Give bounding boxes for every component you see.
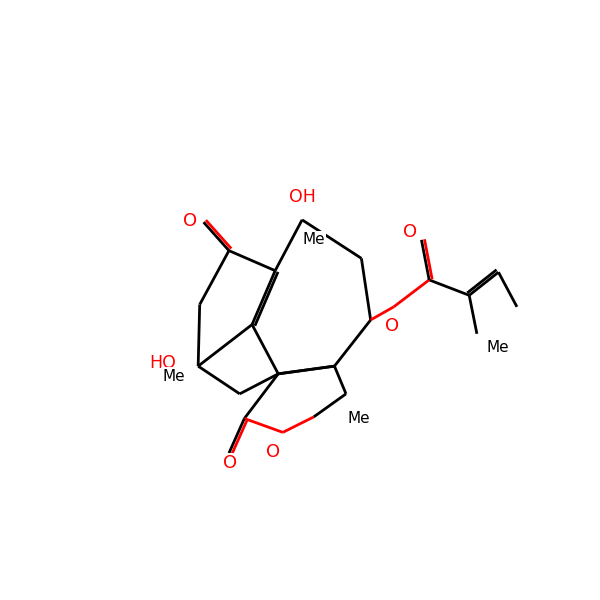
- Text: Me: Me: [162, 368, 185, 383]
- Text: Me: Me: [347, 411, 370, 426]
- Text: O: O: [223, 454, 238, 472]
- Text: Me: Me: [486, 340, 509, 355]
- Text: O: O: [266, 443, 280, 461]
- Text: OH: OH: [289, 188, 316, 206]
- Text: O: O: [184, 212, 197, 230]
- Text: O: O: [403, 223, 417, 241]
- Text: O: O: [385, 317, 399, 335]
- Text: Me: Me: [302, 232, 325, 247]
- Text: HO: HO: [149, 354, 176, 372]
